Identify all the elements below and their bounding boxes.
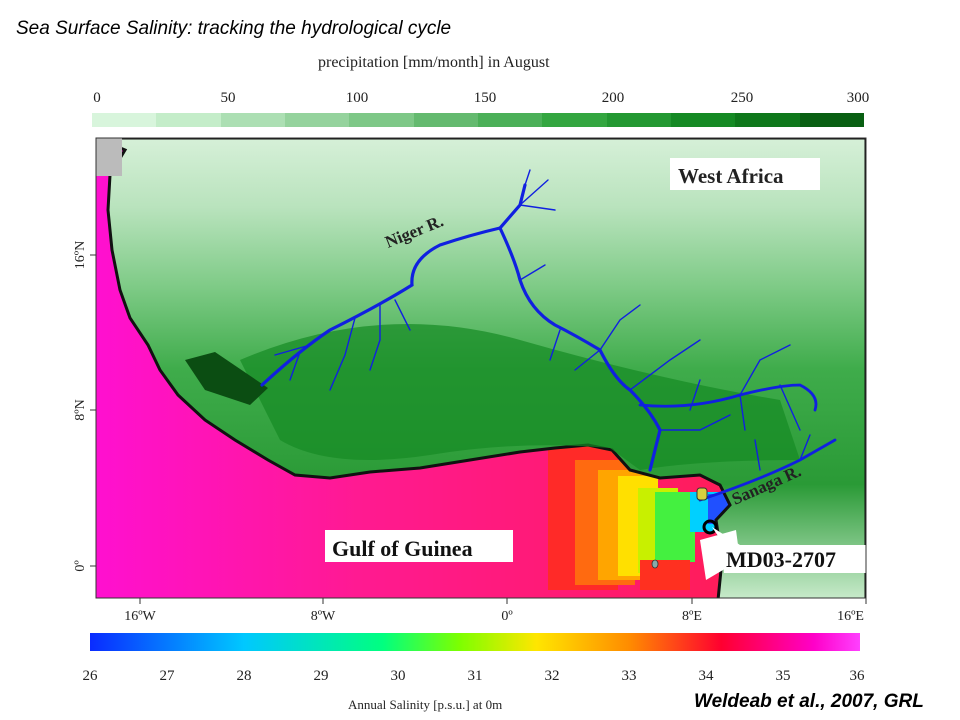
lon-tick: 16ºW bbox=[124, 609, 156, 624]
sal-tick: 36 bbox=[849, 668, 865, 684]
ocean-label: Gulf of Guinea bbox=[332, 536, 473, 561]
region-label-box bbox=[670, 158, 820, 190]
precip-tick: 150 bbox=[473, 90, 497, 106]
precip-color-segment bbox=[284, 113, 350, 127]
precip-color-segment bbox=[542, 113, 607, 127]
axis-ticks bbox=[90, 254, 867, 604]
precip-color-segment bbox=[670, 113, 736, 127]
lat-tick: 0º bbox=[73, 560, 88, 572]
masked-cell bbox=[96, 138, 122, 176]
island-marker bbox=[651, 559, 659, 569]
core-label-box bbox=[724, 545, 866, 573]
precip-tick: 300 bbox=[846, 90, 870, 106]
citation: Weldeab et al., 2007, GRL bbox=[694, 691, 924, 712]
sal-tick: 32 bbox=[544, 668, 560, 684]
slide-title: Sea Surface Salinity: tracking the hydro… bbox=[16, 18, 452, 39]
sal-tick: 31 bbox=[467, 668, 483, 684]
precip-color-segment bbox=[735, 113, 800, 127]
precipitation-colorbar bbox=[92, 113, 864, 127]
map-body: West Africa Gulf of Guinea MD03-2707 Nig… bbox=[96, 138, 866, 598]
niger-river-lower bbox=[498, 226, 662, 472]
sanaga-river bbox=[698, 438, 837, 502]
precip-color-segment bbox=[92, 113, 157, 127]
precipitation-colorbar-title: precipitation [mm/month] in August bbox=[318, 54, 550, 71]
lat-tick: 8ºN bbox=[73, 399, 88, 420]
core-site-marker bbox=[702, 519, 718, 535]
lon-tick: 8ºW bbox=[311, 609, 336, 624]
sal-tick: 28 bbox=[236, 668, 252, 684]
sal-tick: 34 bbox=[698, 668, 714, 684]
precip-color-segment bbox=[799, 113, 864, 127]
sal-tick: 26 bbox=[82, 668, 98, 684]
precip-color-segment bbox=[156, 113, 221, 127]
precip-tick: 100 bbox=[345, 90, 369, 106]
benue-river bbox=[638, 383, 818, 412]
sal-tick: 35 bbox=[775, 668, 791, 684]
precip-color-segment bbox=[413, 113, 478, 127]
island-marker bbox=[696, 487, 708, 501]
salinity-colorbar-title: Annual Salinity [p.s.u.] at 0m bbox=[348, 697, 503, 712]
sal-tick: 33 bbox=[621, 668, 637, 684]
precip-color-segment bbox=[349, 113, 414, 127]
precip-color-segment bbox=[477, 113, 543, 127]
sal-tick: 30 bbox=[390, 668, 406, 684]
lon-tick: 0º bbox=[501, 609, 513, 624]
core-label: MD03-2707 bbox=[726, 547, 836, 572]
max-precip-zone bbox=[185, 352, 268, 405]
map-frame bbox=[95, 137, 867, 599]
region-label: West Africa bbox=[678, 164, 784, 188]
lon-tick: 8ºE bbox=[682, 609, 702, 624]
latitude-labels: 16ºN 8ºN 0º bbox=[73, 241, 88, 572]
low-salinity-plume bbox=[548, 445, 728, 590]
sal-tick: 27 bbox=[159, 668, 175, 684]
longitude-labels: 16ºW 8ºW 0º 8ºE 16ºE bbox=[124, 609, 864, 624]
precip-color-segment bbox=[606, 113, 671, 127]
precip-tick: 200 bbox=[601, 90, 625, 106]
lat-tick: 16ºN bbox=[73, 241, 88, 269]
ocean-label-box bbox=[325, 530, 513, 562]
salinity-colorbar bbox=[90, 633, 860, 651]
precip-color-segment bbox=[220, 113, 285, 127]
precip-tick: 50 bbox=[220, 90, 236, 106]
lon-tick: 16ºE bbox=[837, 609, 864, 624]
river-network bbox=[260, 169, 837, 502]
precip-tick: 0 bbox=[93, 90, 101, 106]
sal-tick: 29 bbox=[313, 668, 329, 684]
precip-tick: 250 bbox=[730, 90, 754, 106]
